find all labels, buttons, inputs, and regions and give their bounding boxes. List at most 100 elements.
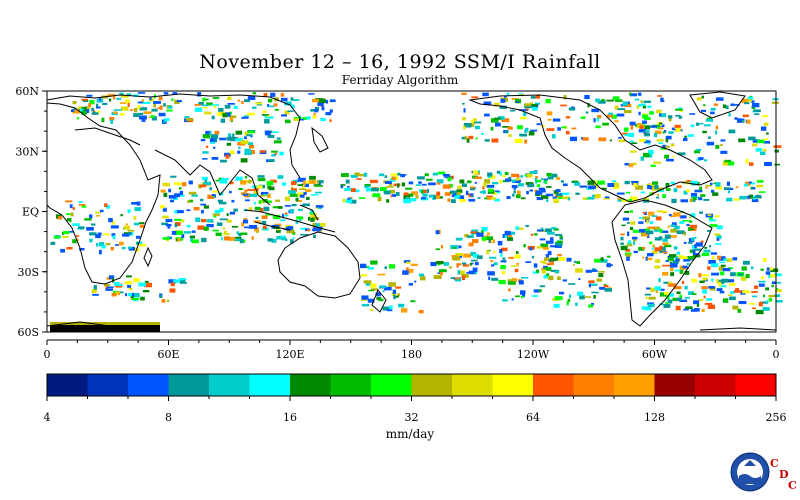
rain-speckle [716,225,723,230]
rain-speckle [361,295,369,300]
rain-speckle [290,104,295,109]
rain-speckle [640,231,646,237]
rain-speckle [730,103,735,106]
rain-speckle [545,240,554,244]
rain-speckle [86,227,94,231]
rain-speckle [153,101,161,104]
rain-speckle [384,181,392,184]
rain-speckle [504,171,509,176]
rain-speckle [349,198,352,200]
rain-speckle [96,98,104,103]
rain-speckle [266,180,274,185]
rain-speckle [77,106,82,110]
rain-speckle [491,264,495,267]
rain-speckle [270,92,276,97]
rain-speckle [726,258,732,263]
rain-speckle [654,229,662,232]
rain-speckle [91,108,95,112]
rain-speckle [262,225,267,230]
rain-speckle [620,242,624,245]
rain-speckle [679,269,684,274]
rain-speckle [410,300,416,303]
rain-speckle [562,279,567,282]
rain-speckle [470,195,474,198]
rain-speckle [629,226,634,231]
rain-speckle [349,199,357,204]
rain-speckle [139,224,145,228]
rain-speckle [683,190,688,195]
rain-speckle [168,188,172,193]
rain-speckle [520,175,524,178]
rain-speckle [526,191,529,195]
rain-speckle [216,112,224,116]
rain-speckle [474,121,482,124]
rain-speckle [696,122,704,125]
rain-speckle [774,163,781,166]
rain-speckle [756,180,764,183]
rain-speckle [488,188,494,193]
rain-speckle [166,239,169,242]
rain-speckle [143,111,152,114]
rain-speckle [259,208,264,213]
rain-speckle [239,238,244,244]
rain-speckle [97,232,102,236]
rain-speckle [496,191,501,194]
rain-speckle [588,304,593,308]
rain-speckle [408,181,414,185]
rain-speckle [588,185,596,190]
rain-speckle [435,230,440,235]
rain-speckle [609,139,612,142]
rain-speckle [554,296,563,301]
rain-speckle [133,222,140,226]
rain-speckle [456,189,463,193]
rain-speckle [678,116,683,119]
rain-speckle [749,194,754,199]
rain-speckle [113,111,118,114]
rain-speckle [518,183,524,187]
rain-speckle [717,279,725,285]
rain-speckle [104,203,108,207]
colorbar-label: 4 [44,411,51,424]
rain-speckle [312,115,317,119]
rain-speckle [291,181,297,186]
rain-speckle [280,219,286,222]
rain-speckle [272,206,278,209]
rain-speckle [476,255,483,259]
rain-speckle [657,194,660,196]
rain-speckle [627,240,632,245]
rain-speckle [461,92,467,95]
rain-speckle [464,234,469,238]
rain-speckle [557,254,562,257]
rain-speckle [91,289,97,294]
rain-speckle [728,129,736,134]
rain-speckle [719,291,725,294]
rain-speckle [419,276,426,281]
rain-speckle [640,156,644,161]
rain-speckle [659,245,663,250]
rain-speckle [536,197,543,201]
rain-speckle [403,199,411,204]
rain-speckle [684,285,688,290]
rain-speckle [591,108,600,113]
rain-speckle [225,154,230,159]
rain-speckle [78,203,86,206]
rain-speckle [488,256,497,259]
rain-speckle [658,142,664,145]
rain-speckle [771,284,774,288]
rain-speckle [691,193,697,197]
rain-speckle [271,239,277,243]
rain-speckle [659,288,665,291]
rain-speckle [650,221,654,224]
rain-speckle [559,235,562,238]
rain-speckle [235,130,243,135]
rain-speckle [211,157,219,160]
rain-speckle [562,183,568,187]
rain-speckle [667,257,675,261]
rain-speckle [281,182,287,186]
rain-speckle [472,239,479,244]
rain-speckle [188,180,193,185]
rain-speckle [223,236,231,241]
rain-speckle [68,230,74,233]
rain-speckle [647,105,652,108]
rain-speckle [524,139,528,144]
